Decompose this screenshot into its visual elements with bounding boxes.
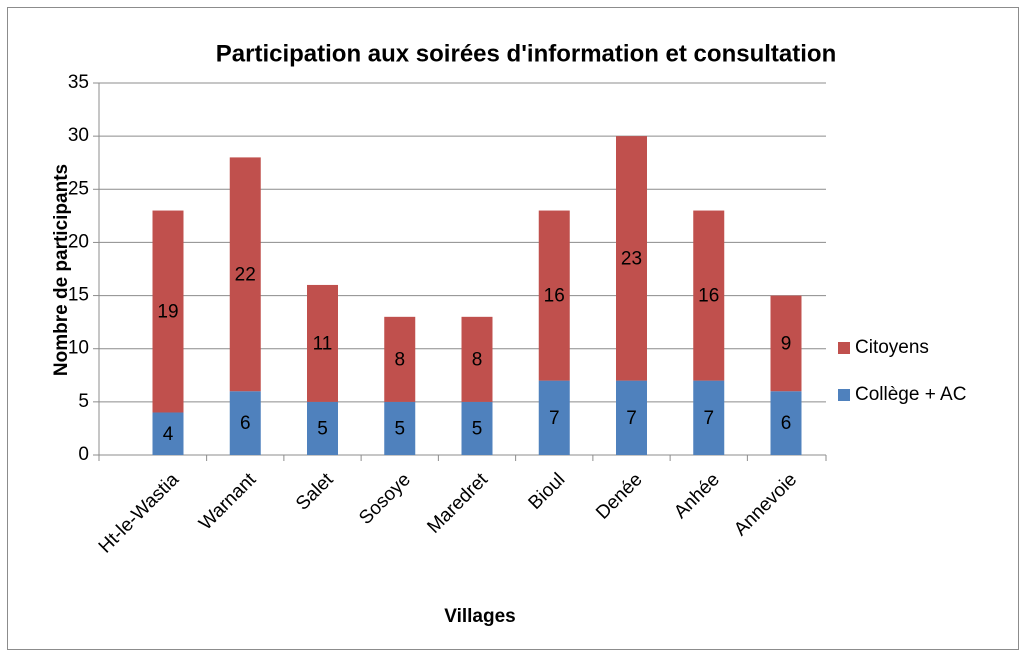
data-label: 22: [235, 264, 256, 285]
y-tick-label: 20: [68, 231, 89, 252]
chart-title: Participation aux soirées d'information …: [216, 40, 836, 67]
bar-segment: [770, 391, 802, 455]
data-label: 8: [394, 349, 405, 370]
data-label: 16: [544, 286, 565, 307]
data-label: 5: [317, 418, 328, 439]
bar-segment: [693, 210, 725, 381]
data-label: 23: [621, 248, 642, 269]
data-label: 19: [157, 302, 178, 323]
data-label: 7: [549, 408, 560, 429]
bar-segment: [538, 380, 570, 455]
legend-label: Collège + AC: [855, 384, 966, 405]
bar-segment: [384, 316, 416, 402]
bar-segment: [152, 210, 184, 413]
bar-segment: [384, 401, 416, 455]
bar-segment: [538, 210, 570, 381]
bar-segment: [461, 401, 493, 455]
y-tick-label: 15: [68, 285, 89, 306]
bar-segment: [461, 316, 493, 402]
legend-label: Citoyens: [855, 337, 929, 358]
data-label: 7: [703, 408, 714, 429]
legend-swatch: [838, 389, 850, 401]
y-tick-label: 25: [68, 178, 89, 199]
bar-segment: [693, 380, 725, 455]
bar-segment: [770, 295, 802, 392]
bar-segment: [616, 380, 647, 455]
data-label: 5: [472, 418, 483, 439]
bar-segment: [307, 401, 338, 455]
bar-segment: [229, 391, 261, 455]
bar-segment: [152, 412, 184, 455]
data-label: 6: [781, 413, 792, 434]
y-tick-label: 10: [68, 338, 89, 359]
data-label: 9: [781, 333, 792, 354]
bar-segment: [307, 284, 338, 402]
data-label: 4: [163, 424, 174, 445]
bar-segment: [229, 157, 261, 392]
data-label: 11: [313, 333, 333, 354]
y-tick-label: 0: [78, 444, 89, 465]
x-axis-title: Villages: [444, 606, 515, 627]
bar-segment: [616, 136, 647, 381]
data-label: 5: [394, 418, 405, 439]
data-label: 16: [698, 286, 719, 307]
y-tick-label: 35: [68, 72, 89, 93]
data-label: 7: [626, 408, 637, 429]
data-label: 8: [472, 349, 483, 370]
data-label: 6: [240, 413, 251, 434]
y-axis-title: Nombre de participants: [51, 164, 72, 376]
legend-swatch: [838, 342, 850, 354]
y-tick-label: 5: [78, 391, 89, 412]
y-tick-label: 30: [68, 125, 89, 146]
